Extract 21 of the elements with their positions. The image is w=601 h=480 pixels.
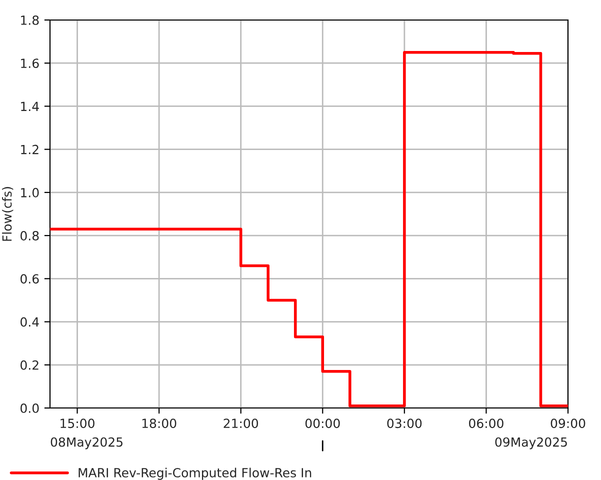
y-tick-label: 0.8 [20,231,39,240]
x-tick-label: 21:00 [224,418,258,428]
x-tick-label: 09:00 [550,418,586,428]
y-axis-title: Flow(cfs) [2,187,14,241]
y-tick-label: 0.4 [20,317,39,327]
x-tick-label: 18:00 [142,418,176,428]
x-tick-label: 06:00 [469,418,504,428]
y-tick-label: 1.8 [21,15,39,25]
legend-label: MARI Rev-Regi-Computed Flow-Res In [78,468,312,480]
y-tick-label: 0.6 [20,274,39,284]
x-tick-label: 15:00 [60,418,94,428]
x-tick-label: 00:00 [305,418,340,428]
text: 09May2025 [495,437,567,450]
y-tick-label: 0.2 [20,360,38,370]
text: 08May2025 [50,437,122,450]
y-tick-label: 0.0 [20,403,39,413]
y-tick-label: 1.6 [21,58,39,68]
y-tick-label: 1.2 [21,144,38,154]
x-tick-label: 03:00 [387,418,422,428]
y-tick-label: 1.0 [21,188,39,198]
y-tick-label: 1.4 [21,102,39,111]
